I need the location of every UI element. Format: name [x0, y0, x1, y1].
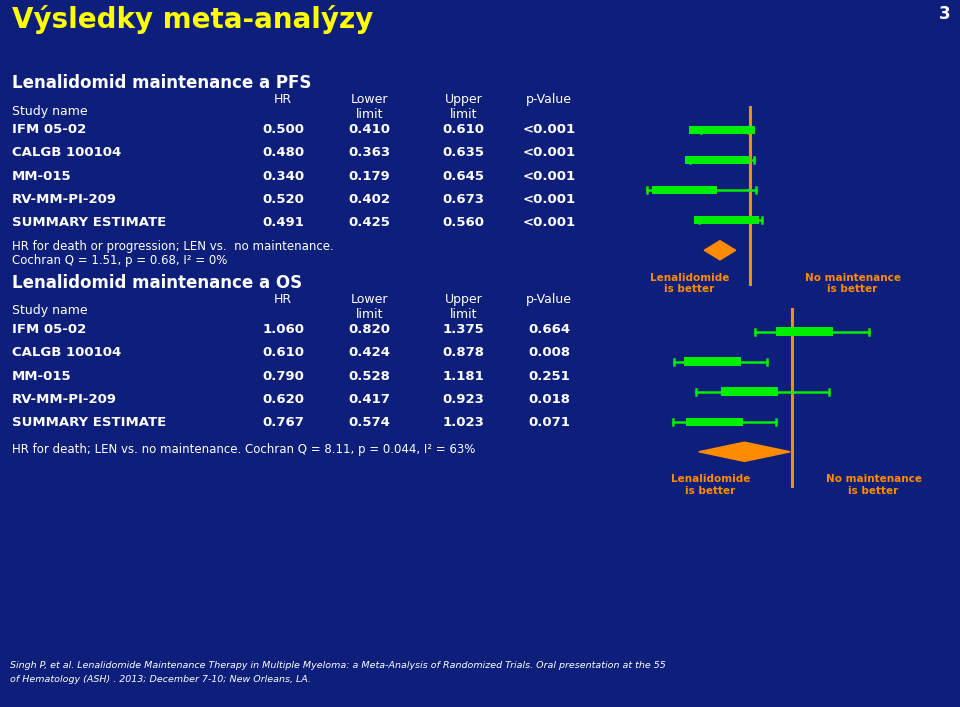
- Text: IFM 05-02: IFM 05-02: [12, 323, 85, 336]
- Text: 0.500: 0.500: [262, 123, 304, 136]
- Text: Lenalidomid maintenance a PFS: Lenalidomid maintenance a PFS: [12, 74, 311, 92]
- Text: Lenalidomid maintenance a OS: Lenalidomid maintenance a OS: [12, 274, 301, 292]
- Text: Study name: Study name: [12, 304, 87, 317]
- Text: 0.767: 0.767: [262, 416, 304, 429]
- Text: 0.790: 0.790: [262, 370, 304, 382]
- Text: 0.179: 0.179: [348, 170, 391, 182]
- Text: Lenalidomide
is better: Lenalidomide is better: [650, 273, 729, 294]
- Text: Lenalidomide
is better: Lenalidomide is better: [671, 474, 750, 496]
- Text: 0.664: 0.664: [528, 323, 570, 336]
- Text: <0.001: <0.001: [522, 170, 576, 182]
- Text: MM-015: MM-015: [12, 170, 71, 182]
- Text: Upper
limit: Upper limit: [444, 93, 483, 122]
- Text: <0.001: <0.001: [522, 216, 576, 229]
- Text: MM-015: MM-015: [12, 370, 71, 382]
- Text: Výsledky meta-analýzy: Výsledky meta-analýzy: [12, 5, 372, 34]
- Text: 3: 3: [939, 5, 950, 23]
- Text: 0.560: 0.560: [443, 216, 485, 229]
- Text: SUMMARY ESTIMATE: SUMMARY ESTIMATE: [12, 216, 166, 229]
- Text: 1.375: 1.375: [443, 323, 485, 336]
- Text: 0.820: 0.820: [348, 323, 391, 336]
- Text: 0.340: 0.340: [262, 170, 304, 182]
- Text: 0.018: 0.018: [528, 393, 570, 406]
- Text: <0.001: <0.001: [522, 123, 576, 136]
- Text: No maintenance
is better: No maintenance is better: [804, 273, 900, 294]
- Text: 0.071: 0.071: [528, 416, 570, 429]
- Text: of Hematology (ASH) . 2013; December 7-10; New Orleans, LA.: of Hematology (ASH) . 2013; December 7-1…: [10, 675, 310, 684]
- Text: CALGB 100104: CALGB 100104: [12, 146, 121, 159]
- Text: 0.480: 0.480: [262, 146, 304, 159]
- Polygon shape: [705, 240, 735, 260]
- Text: 1.023: 1.023: [443, 416, 485, 429]
- Text: 0.402: 0.402: [348, 193, 391, 206]
- FancyBboxPatch shape: [689, 126, 755, 134]
- Text: No maintenance
is better: No maintenance is better: [826, 474, 922, 496]
- FancyBboxPatch shape: [684, 156, 750, 164]
- Text: 0.528: 0.528: [348, 370, 391, 382]
- Text: 0.574: 0.574: [348, 416, 391, 429]
- Text: 0.610: 0.610: [262, 346, 304, 359]
- Text: 0.425: 0.425: [348, 216, 391, 229]
- Text: 1.181: 1.181: [443, 370, 485, 382]
- Text: Study name: Study name: [12, 105, 87, 117]
- Text: <0.001: <0.001: [522, 146, 576, 159]
- Text: Singh P, et al. Lenalidomide Maintenance Therapy in Multiple Myeloma: a Meta-Ana: Singh P, et al. Lenalidomide Maintenance…: [10, 661, 665, 670]
- Text: 0.417: 0.417: [348, 393, 391, 406]
- FancyBboxPatch shape: [652, 186, 717, 194]
- Text: 0.923: 0.923: [443, 393, 485, 406]
- Text: 0.620: 0.620: [262, 393, 304, 406]
- FancyBboxPatch shape: [684, 358, 741, 366]
- Text: 0.635: 0.635: [443, 146, 485, 159]
- Text: <0.001: <0.001: [522, 193, 576, 206]
- Text: HR for death or progression; LEN vs.  no maintenance.: HR for death or progression; LEN vs. no …: [12, 240, 333, 253]
- FancyBboxPatch shape: [776, 327, 833, 336]
- Text: 0.363: 0.363: [348, 146, 391, 159]
- Text: Lower
limit: Lower limit: [350, 293, 389, 321]
- Text: 0.673: 0.673: [443, 193, 485, 206]
- Text: Upper
limit: Upper limit: [444, 293, 483, 321]
- Polygon shape: [699, 442, 790, 462]
- Text: p-Value: p-Value: [526, 293, 572, 305]
- Text: 1.060: 1.060: [262, 323, 304, 336]
- Text: HR: HR: [275, 293, 292, 305]
- Text: 0.251: 0.251: [528, 370, 570, 382]
- Text: 0.491: 0.491: [262, 216, 304, 229]
- Text: Lower
limit: Lower limit: [350, 93, 389, 122]
- Text: 0.424: 0.424: [348, 346, 391, 359]
- FancyBboxPatch shape: [694, 216, 759, 224]
- Text: HR for death; LEN vs. no maintenance. Cochran Q = 8.11, p = 0.044, I² = 63%: HR for death; LEN vs. no maintenance. Co…: [12, 443, 475, 455]
- Text: HR: HR: [275, 93, 292, 106]
- Text: SUMMARY ESTIMATE: SUMMARY ESTIMATE: [12, 416, 166, 429]
- Text: RV-MM-PI-209: RV-MM-PI-209: [12, 393, 116, 406]
- Text: 0.878: 0.878: [443, 346, 485, 359]
- Text: RV-MM-PI-209: RV-MM-PI-209: [12, 193, 116, 206]
- Text: 0.410: 0.410: [348, 123, 391, 136]
- Text: CALGB 100104: CALGB 100104: [12, 346, 121, 359]
- Text: p-Value: p-Value: [526, 93, 572, 106]
- FancyBboxPatch shape: [721, 387, 778, 396]
- Text: Cochran Q = 1.51, p = 0.68, I² = 0%: Cochran Q = 1.51, p = 0.68, I² = 0%: [12, 254, 227, 267]
- Text: IFM 05-02: IFM 05-02: [12, 123, 85, 136]
- Text: 0.610: 0.610: [443, 123, 485, 136]
- FancyBboxPatch shape: [685, 418, 743, 426]
- Text: 0.008: 0.008: [528, 346, 570, 359]
- Text: 0.645: 0.645: [443, 170, 485, 182]
- Text: 0.520: 0.520: [262, 193, 304, 206]
